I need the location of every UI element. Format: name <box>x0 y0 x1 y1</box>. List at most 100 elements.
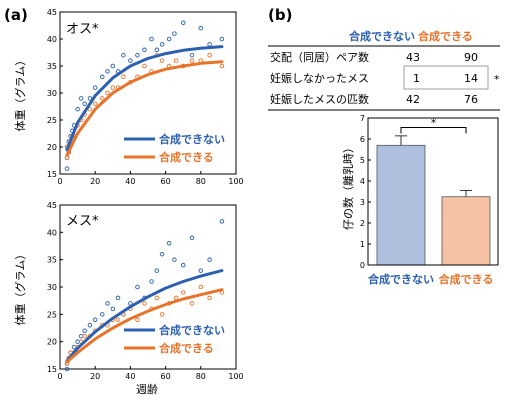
data-point <box>64 166 70 171</box>
data-point <box>121 74 126 80</box>
data-point <box>172 31 177 36</box>
fit-curve <box>65 269 224 363</box>
data-point <box>71 344 77 350</box>
data-point <box>78 96 84 101</box>
cell-value: 90 <box>464 51 478 64</box>
y-tick-label: 15 <box>47 170 57 179</box>
x-tick-label: 80 <box>196 177 206 186</box>
data-point <box>159 251 165 257</box>
legend: 合成できない 合成できる <box>124 132 225 164</box>
data-point <box>121 52 126 58</box>
data-point <box>159 58 165 63</box>
data-point <box>180 290 186 295</box>
cell-value: 43 <box>406 51 420 64</box>
offspring-bar-chart: 仔の数（離乳時） 0 1 2 3 4 5 6 7 * 合成できない 合成できる <box>341 114 499 286</box>
x-tick-label: 100 <box>228 372 243 381</box>
female-weight-chart: メス* 体重（グラム） 週齢 0 20 40 60 80 100 15 20 25 30 35 40 4… <box>13 201 244 396</box>
x-axis-label: 週齢 <box>136 382 158 396</box>
data-point <box>154 295 160 301</box>
data-point <box>198 25 204 31</box>
data-point <box>149 36 154 42</box>
data-point <box>198 284 204 290</box>
data-point <box>173 295 179 301</box>
x-tick-label: 80 <box>196 372 206 381</box>
data-point <box>135 317 140 323</box>
y-tick-label: 2 <box>360 219 365 228</box>
y-tick-label: 1 <box>360 240 365 249</box>
data-point <box>166 36 172 42</box>
data-point <box>219 63 225 69</box>
bar <box>376 144 426 266</box>
legend-label-blue: 合成できない <box>159 323 225 337</box>
data-point <box>142 301 147 306</box>
plot-frame <box>367 117 499 266</box>
y-tick-label: 25 <box>47 310 57 319</box>
column-header-synthesizing: 合成できる <box>418 29 473 43</box>
data-point <box>154 268 160 273</box>
panel-label-a: (a) <box>4 6 28 24</box>
column-header-not-synthesizing: 合成できない <box>349 29 415 43</box>
chart-title: メス* <box>66 214 99 229</box>
bar <box>441 196 491 266</box>
data-point <box>219 36 225 42</box>
data-point <box>180 20 186 26</box>
data-point <box>207 257 212 262</box>
legend-label-blue: 合成できない <box>159 132 225 146</box>
cell-value: 76 <box>464 93 478 106</box>
data-point <box>99 312 105 317</box>
data-point <box>207 52 212 58</box>
data-point <box>110 63 116 69</box>
panel-label-b: (b) <box>268 6 292 24</box>
x-category-label-orange: 合成できる <box>439 272 494 286</box>
x-tick-label: 60 <box>161 372 171 381</box>
data-point <box>142 47 147 53</box>
data-point <box>207 295 212 301</box>
data-point <box>110 85 116 90</box>
x-tick-label: 100 <box>228 177 243 186</box>
row-label: 妊娠したメスの匹数 <box>270 92 369 106</box>
y-axis-label: 体重（グラム） <box>13 249 27 326</box>
y-axis-label: 体重（グラム） <box>13 55 27 132</box>
y-tick-label: 3 <box>360 198 365 207</box>
y-tick-label: 5 <box>360 156 365 165</box>
y-tick-label: 30 <box>47 89 57 98</box>
significance-marker: * <box>431 116 437 129</box>
data-point <box>189 235 195 241</box>
cell-value: 42 <box>406 93 420 106</box>
row-label: 妊娠しなかったメス <box>270 71 369 85</box>
data-point <box>75 339 80 344</box>
significance-note: * <box>494 73 500 86</box>
data-point <box>159 42 165 47</box>
fit-curve <box>65 45 224 152</box>
x-category-label-blue: 合成できない <box>368 272 434 286</box>
data-point <box>82 101 87 107</box>
y-axis-label: 仔の数（離乳時） <box>341 142 355 230</box>
data-point <box>207 42 212 47</box>
data-point <box>173 58 179 63</box>
data-point <box>115 317 121 323</box>
legend-label-orange: 合成できる <box>159 341 214 355</box>
data-point <box>189 301 195 306</box>
data-point <box>180 262 186 268</box>
male-weight-chart: オス* 体重（グラム） 0 20 40 60 80 100 15 20 25 30 35 40 45 合… <box>13 8 244 186</box>
y-tick-label: 40 <box>47 228 57 237</box>
data-point <box>189 52 195 58</box>
y-tick-label: 20 <box>47 143 57 152</box>
data-point <box>87 323 93 328</box>
x-tick-label: 60 <box>161 177 171 186</box>
y-tick-label: 40 <box>47 35 57 44</box>
legend: 合成できない 合成できる <box>124 323 225 355</box>
y-tick-label: 35 <box>47 256 57 265</box>
significance-bracket <box>400 126 467 134</box>
fit-curve <box>65 288 224 364</box>
x-tick-label: 40 <box>125 372 135 381</box>
data-point <box>92 101 98 107</box>
data-point <box>154 47 160 53</box>
data-point <box>149 279 154 284</box>
y-tick-label: 15 <box>47 365 57 374</box>
data-point <box>82 328 87 333</box>
highlight-box <box>403 65 489 90</box>
data-point <box>189 58 195 63</box>
y-tick-label: 4 <box>360 177 365 186</box>
